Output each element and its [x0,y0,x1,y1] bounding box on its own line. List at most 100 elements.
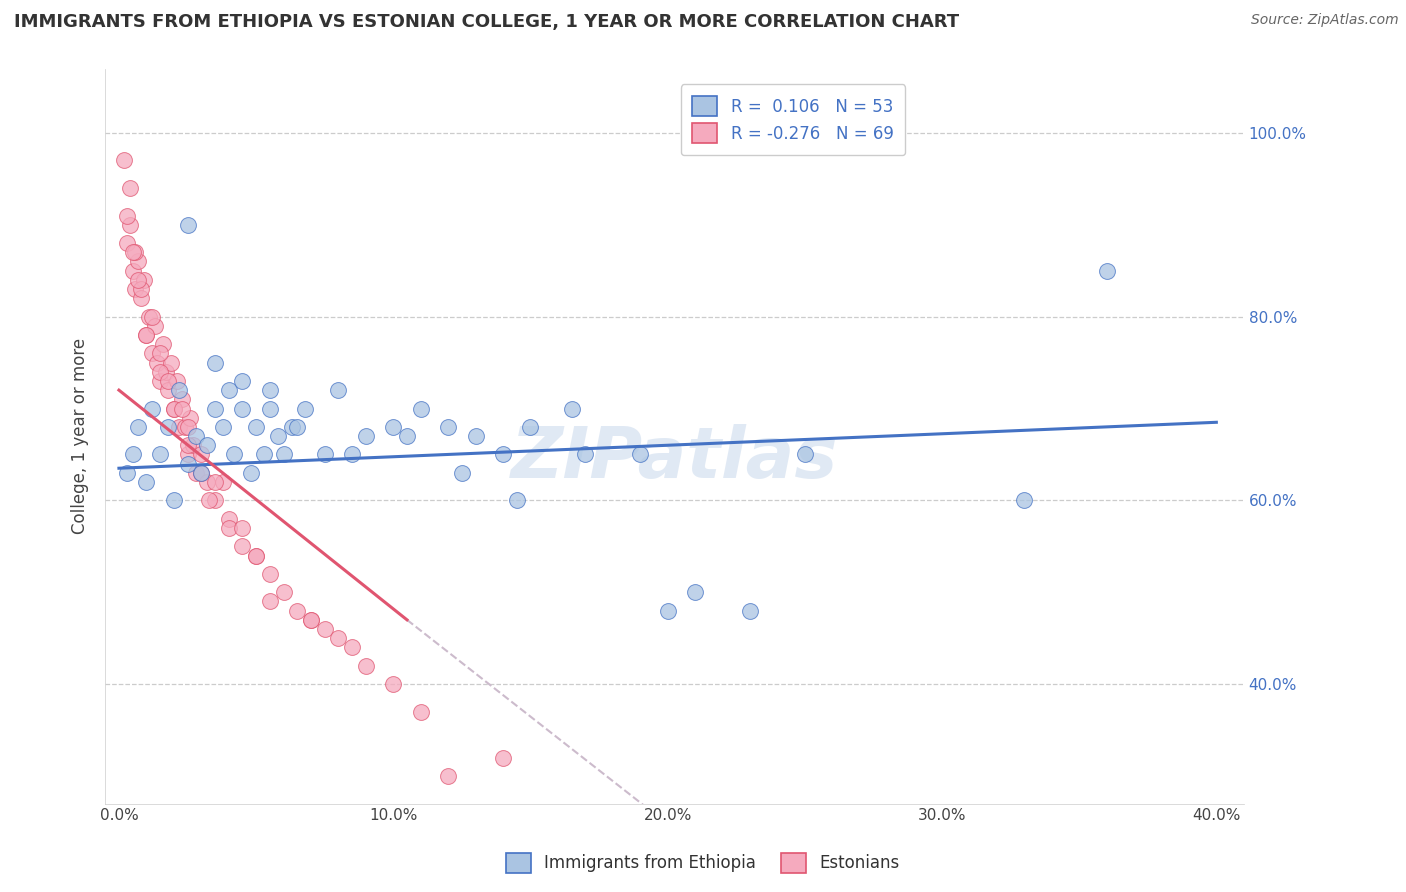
Point [285,420,308,434]
Point [1014,493,1036,508]
Point [259,594,281,608]
Point [354,429,377,443]
Point [793,447,815,461]
Point [506,493,529,508]
Point [152,337,174,351]
Point [135,328,157,343]
Point [451,466,474,480]
Point [124,282,146,296]
Point [176,457,198,471]
Point [176,420,198,434]
Point [285,604,308,618]
Point [176,447,198,461]
Point [574,447,596,461]
Point [157,383,180,397]
Point [184,466,207,480]
Point [738,604,761,618]
Point [184,429,207,443]
Point [157,420,180,434]
Point [259,566,281,581]
Text: IMMIGRANTS FROM ETHIOPIA VS ESTONIAN COLLEGE, 1 YEAR OR MORE CORRELATION CHART: IMMIGRANTS FROM ETHIOPIA VS ESTONIAN COL… [14,13,959,31]
Point [160,355,183,369]
Point [138,310,160,324]
Point [354,658,377,673]
Point [314,447,336,461]
Point [121,447,143,461]
Point [245,549,267,563]
Point [118,181,141,195]
Point [218,512,240,526]
Point [259,401,281,416]
Point [437,420,460,434]
Point [273,585,295,599]
Point [1095,263,1118,277]
Point [169,420,191,434]
Point [409,705,432,719]
Point [382,677,405,691]
Point [231,539,253,553]
Point [173,420,195,434]
Point [328,383,350,397]
Point [166,374,188,388]
Point [281,420,304,434]
Point [195,438,218,452]
Point [231,521,253,535]
Point [129,282,152,296]
Point [253,447,276,461]
Point [181,438,204,452]
Point [169,383,191,397]
Point [121,263,143,277]
Point [204,475,226,489]
Point [231,401,253,416]
Point [204,401,226,416]
Point [218,521,240,535]
Point [149,365,172,379]
Text: ZIPatlas: ZIPatlas [510,424,838,492]
Text: Source: ZipAtlas.com: Source: ZipAtlas.com [1251,13,1399,28]
Point [464,429,486,443]
Point [198,493,221,508]
Point [218,383,240,397]
Point [190,466,212,480]
Point [212,475,235,489]
Point [267,429,290,443]
Point [204,355,226,369]
Point [127,273,149,287]
Point [170,392,193,407]
Point [141,401,163,416]
Point [231,374,253,388]
Point [127,254,149,268]
Point [143,318,166,333]
Point [294,401,316,416]
Point [437,769,460,783]
Point [657,604,679,618]
Point [195,475,218,489]
Point [163,493,186,508]
Point [157,374,180,388]
Point [141,310,163,324]
Point [149,346,172,360]
Point [149,447,172,461]
Point [224,447,246,461]
Point [118,218,141,232]
Point [519,420,541,434]
Point [245,420,267,434]
Point [314,622,336,636]
Point [170,401,193,416]
Point [127,420,149,434]
Point [124,245,146,260]
Point [382,420,405,434]
Point [340,447,363,461]
Point [146,355,169,369]
Point [112,153,135,168]
Point [628,447,651,461]
Point [340,640,363,655]
Point [239,466,262,480]
Point [299,613,322,627]
Point [409,401,432,416]
Point [132,273,155,287]
Point [561,401,583,416]
Point [328,631,350,645]
Point [259,383,281,397]
Point [395,429,418,443]
